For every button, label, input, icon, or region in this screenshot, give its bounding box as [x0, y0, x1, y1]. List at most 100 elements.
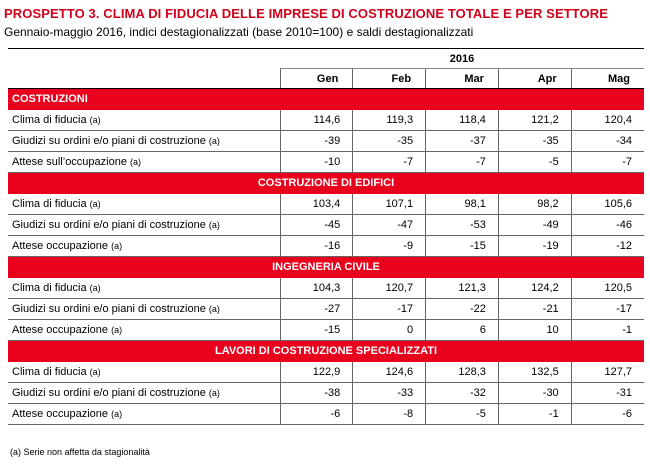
section-header: COSTRUZIONE DI EDIFICI [8, 172, 644, 194]
table-row: Giudizi su ordini e/o piani di costruzio… [8, 214, 644, 236]
table-cell: 121,3 [425, 277, 499, 299]
table-cell: 0 [352, 319, 426, 341]
table-subtitle: Gennaio-maggio 2016, indici destagionali… [4, 25, 474, 39]
section-header-row: COSTRUZIONE DI EDIFICI [8, 172, 644, 194]
table-cell: 103,4 [279, 193, 353, 215]
table-row: Clima di fiducia (a) 122,9 124,6 128,3 132,5… [8, 361, 644, 383]
table-row: Attese occupazione (a) -6 -8 -5 -1 -6 [8, 403, 644, 425]
row-label-text: Giudizi su ordini e/o piani di costruzio… [12, 387, 206, 399]
footnote: (a) Serie non affetta da stagionalità [10, 447, 150, 457]
table-cell: -34 [570, 130, 644, 152]
table-cell: -7 [570, 151, 644, 173]
row-label: Attese occupazione (a) [8, 403, 280, 425]
row-unit-note: (a) [208, 388, 220, 398]
table-cell: -15 [279, 319, 353, 341]
table-cell: -10 [279, 151, 353, 173]
table-row: Clima di fiducia (a) 114,6 119,3 118,4 121,2… [8, 109, 644, 131]
table-cell: 6 [425, 319, 499, 341]
table-cell: -22 [425, 298, 499, 320]
table-cell: 104,3 [279, 277, 353, 299]
table-cell: 114,6 [279, 109, 353, 131]
table-cell: 120,4 [570, 109, 644, 131]
row-label: Giudizi su ordini e/o piani di costruzio… [8, 298, 280, 320]
table-row: Attese occupazione (a) -16 -9 -15 -19 -12 [8, 235, 644, 257]
table-cell: -33 [352, 382, 426, 404]
row-unit-note: (a) [130, 157, 142, 167]
table-row: Clima di fiducia (a) 104,3 120,7 121,3 124,2… [8, 277, 644, 299]
table-cell: 98,2 [497, 193, 572, 215]
row-label: Clima di fiducia (a) [8, 361, 280, 383]
section-header-row: COSTRUZIONI [8, 88, 644, 110]
table-cell: 122,9 [279, 361, 353, 383]
table-cell: -15 [425, 235, 499, 257]
row-label-text: Giudizi su ordini e/o piani di costruzio… [12, 303, 206, 315]
table-cell: 107,1 [352, 193, 426, 215]
row-label: Giudizi su ordini e/o piani di costruzio… [8, 382, 280, 404]
table-cell: -17 [352, 298, 426, 320]
row-label: Giudizi su ordini e/o piani di costruzio… [8, 214, 280, 236]
row-label: Attese occupazione (a) [8, 235, 280, 257]
table-cell: -1 [497, 403, 572, 425]
table-cell: 124,2 [497, 277, 572, 299]
year-header: 2016 [280, 50, 644, 69]
table-row: Attese occupazione (a) -15 0 6 10 -1 [8, 319, 644, 341]
table-cell: -49 [497, 214, 572, 236]
row-label-text: Clima di fiducia [12, 113, 87, 126]
table-cell: -45 [279, 214, 353, 236]
row-label: Attese sull’occupazione (a) [8, 151, 280, 173]
table-cell: 127,7 [570, 361, 644, 383]
table-row: Giudizi su ordini e/o piani di costruzio… [8, 382, 644, 404]
row-label: Clima di fiducia (a) [8, 193, 280, 215]
table-cell: -46 [570, 214, 644, 236]
section-header: INGEGNERIA CIVILE [8, 256, 644, 278]
table-row: Attese sull’occupazione (a) -10 -7 -7 -5 -7 [8, 151, 644, 173]
row-unit-note: (a) [208, 304, 220, 314]
month-header: Feb [352, 68, 426, 89]
table-cell: -30 [497, 382, 572, 404]
confidence-table: 2016 Gen Feb Mar Apr Mag COSTRUZIONI Clim… [8, 48, 644, 425]
table-cell: -38 [279, 382, 353, 404]
row-label-text: Attese occupazione [12, 240, 109, 252]
table-cell: 120,5 [570, 277, 644, 299]
table-cell: -31 [570, 382, 644, 404]
month-header-row: Gen Feb Mar Apr Mag [8, 68, 644, 89]
row-unit-note: (a) [89, 366, 101, 377]
row-label-text: Attese sull’occupazione [12, 156, 127, 168]
row-label-text: Clima di fiducia [12, 197, 87, 210]
row-unit-note: (a) [89, 198, 101, 209]
table-cell: -21 [497, 298, 572, 320]
table-cell: 118,4 [425, 109, 499, 131]
table-cell: -35 [497, 130, 572, 152]
section-header-row: LAVORI DI COSTRUZIONE SPECIALIZZATI [8, 340, 644, 362]
table-cell: -1 [570, 319, 644, 341]
table-cell: 128,3 [425, 361, 499, 383]
row-unit-note: (a) [111, 409, 123, 419]
table-cell: 121,2 [497, 109, 572, 131]
table-cell: 120,7 [352, 277, 426, 299]
section-header: LAVORI DI COSTRUZIONE SPECIALIZZATI [8, 340, 644, 362]
table-cell: -32 [425, 382, 499, 404]
row-unit-note: (a) [208, 136, 220, 146]
table-cell: 119,3 [352, 109, 426, 131]
table-cell: -9 [352, 235, 426, 257]
section-header: COSTRUZIONI [8, 88, 644, 110]
table-cell: -6 [279, 403, 353, 425]
row-label-text: Attese occupazione [12, 408, 109, 420]
table-cell: -16 [279, 235, 353, 257]
row-label-text: Giudizi su ordini e/o piani di costruzio… [12, 135, 206, 147]
table-cell: -7 [425, 151, 499, 173]
table-cell: -6 [570, 403, 644, 425]
row-unit-note: (a) [111, 241, 123, 251]
table-row: Clima di fiducia (a) 103,4 107,1 98,1 98,2 10… [8, 193, 644, 215]
month-header: Gen [279, 68, 353, 89]
row-unit-note: (a) [89, 282, 101, 293]
row-unit-note: (a) [111, 325, 123, 335]
table-cell: 105,6 [570, 193, 644, 215]
table-title: PROSPETTO 3. CLIMA DI FIDUCIA DELLE IMPR… [4, 6, 609, 21]
month-header: Mar [425, 68, 499, 89]
table-row: Giudizi su ordini e/o piani di costruzio… [8, 298, 644, 320]
table-cell: -37 [425, 130, 499, 152]
table-cell: -53 [425, 214, 499, 236]
table-cell: -5 [425, 403, 499, 425]
